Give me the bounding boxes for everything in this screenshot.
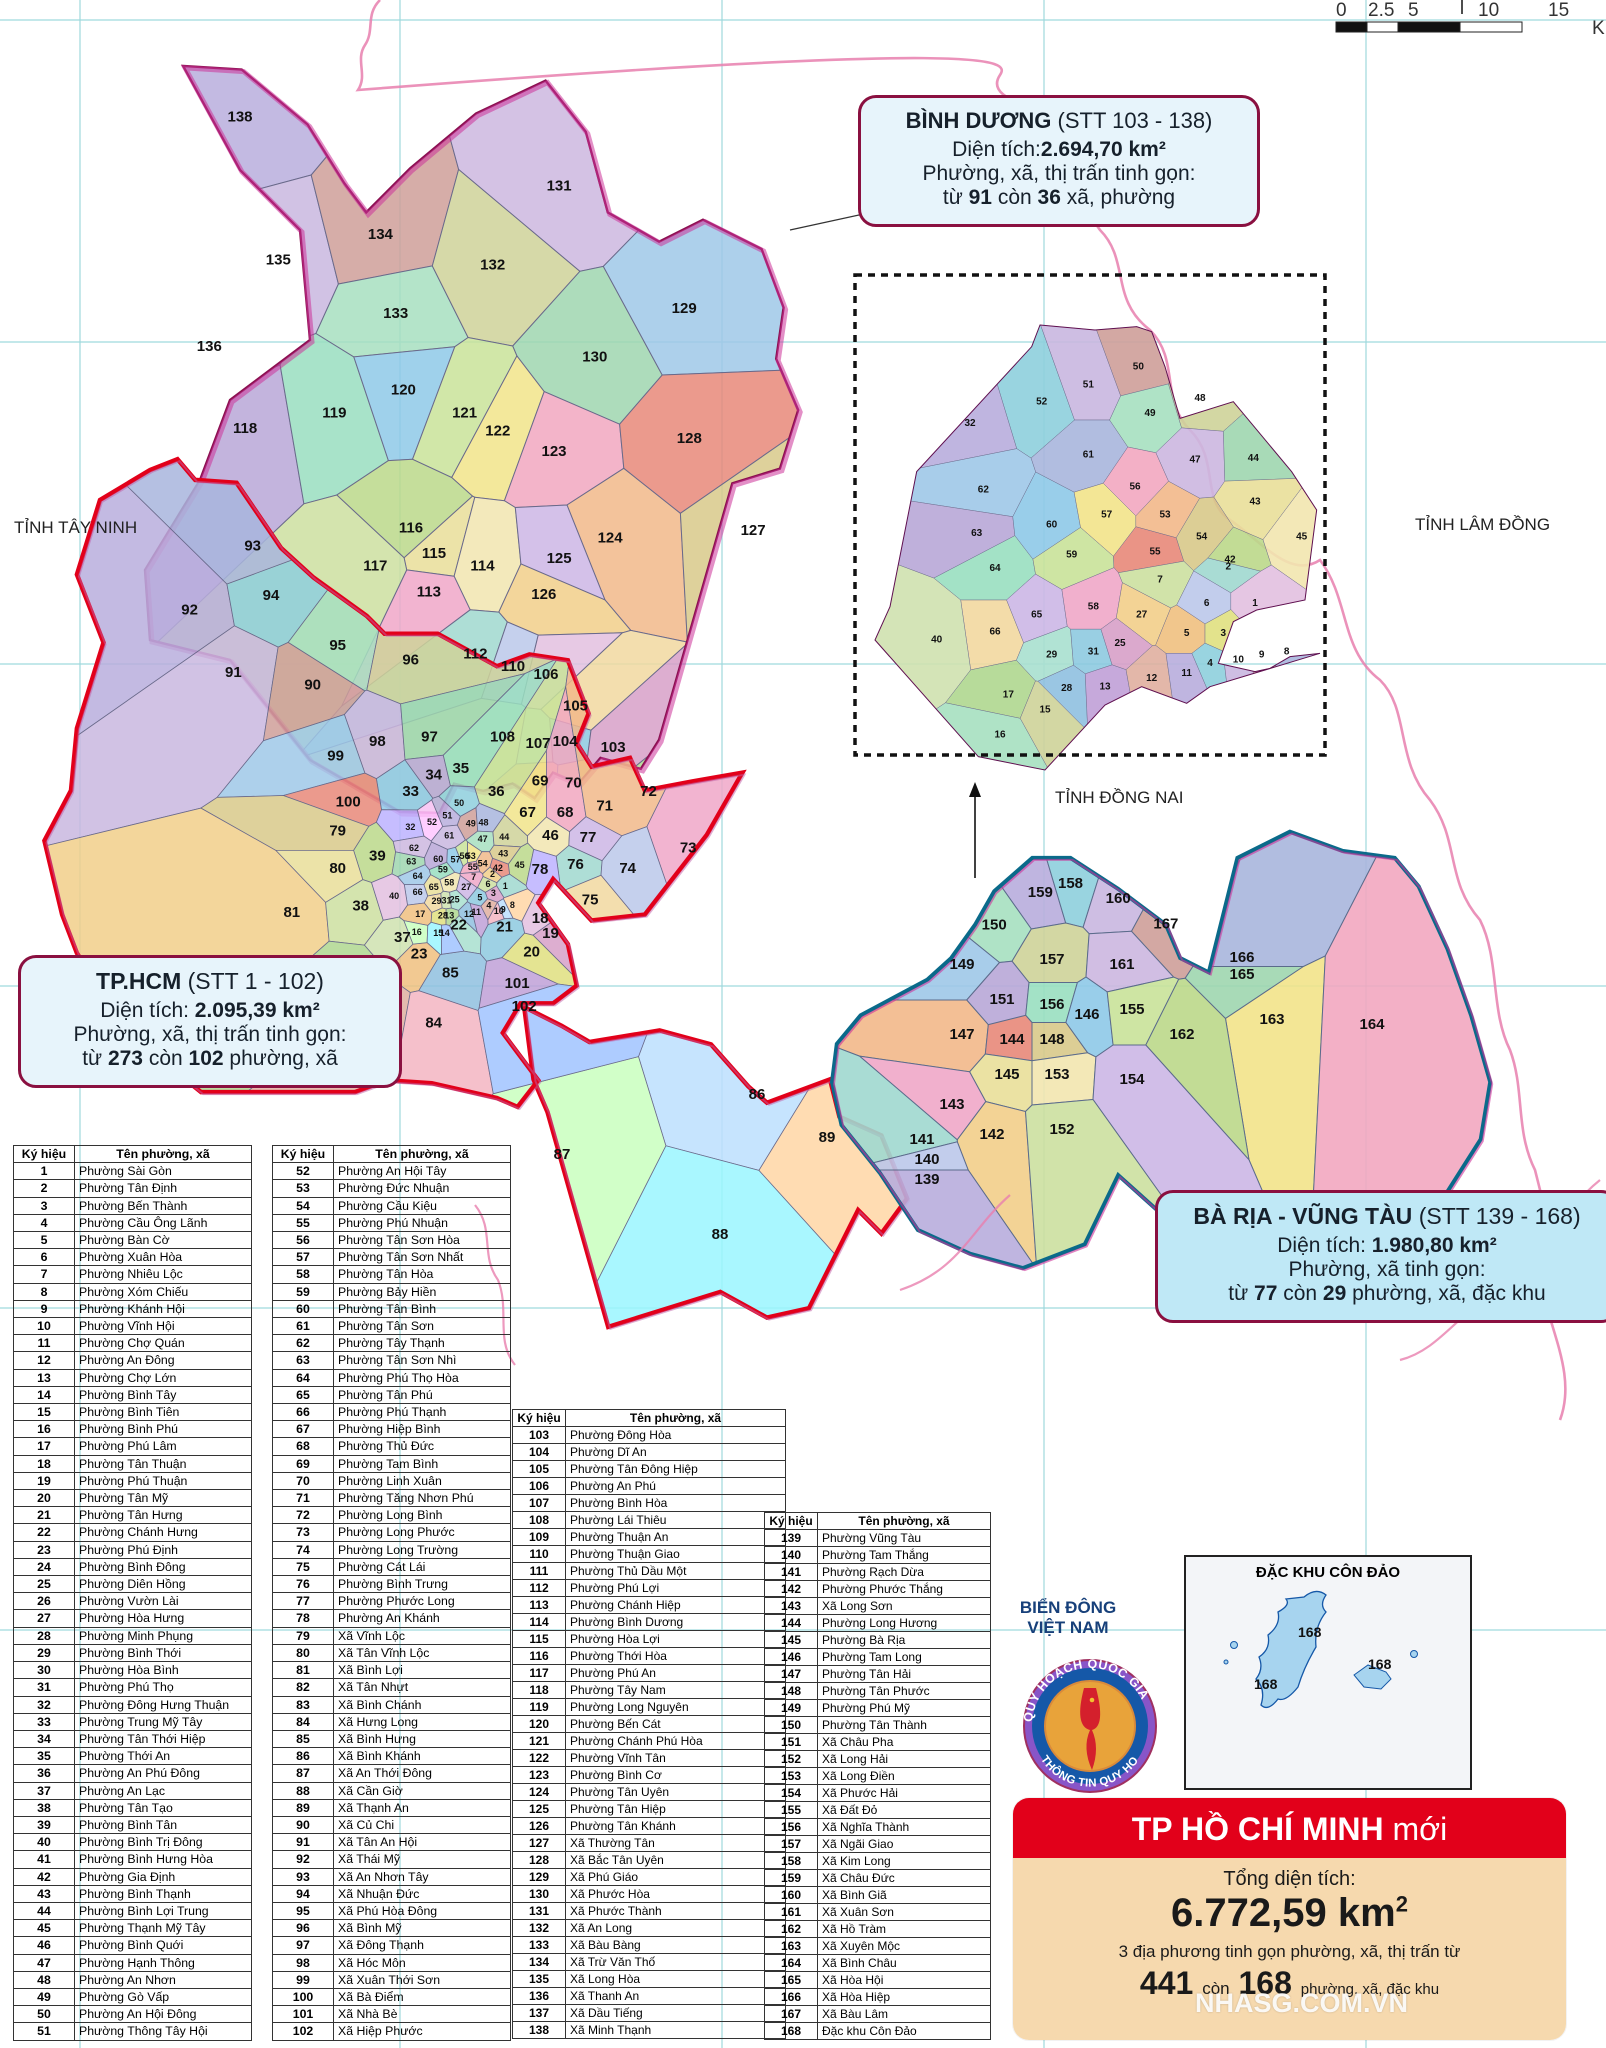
svg-text:168: 168 [1368, 1656, 1392, 1672]
svg-text:168: 168 [1254, 1676, 1278, 1692]
svg-text:168: 168 [1298, 1624, 1322, 1640]
